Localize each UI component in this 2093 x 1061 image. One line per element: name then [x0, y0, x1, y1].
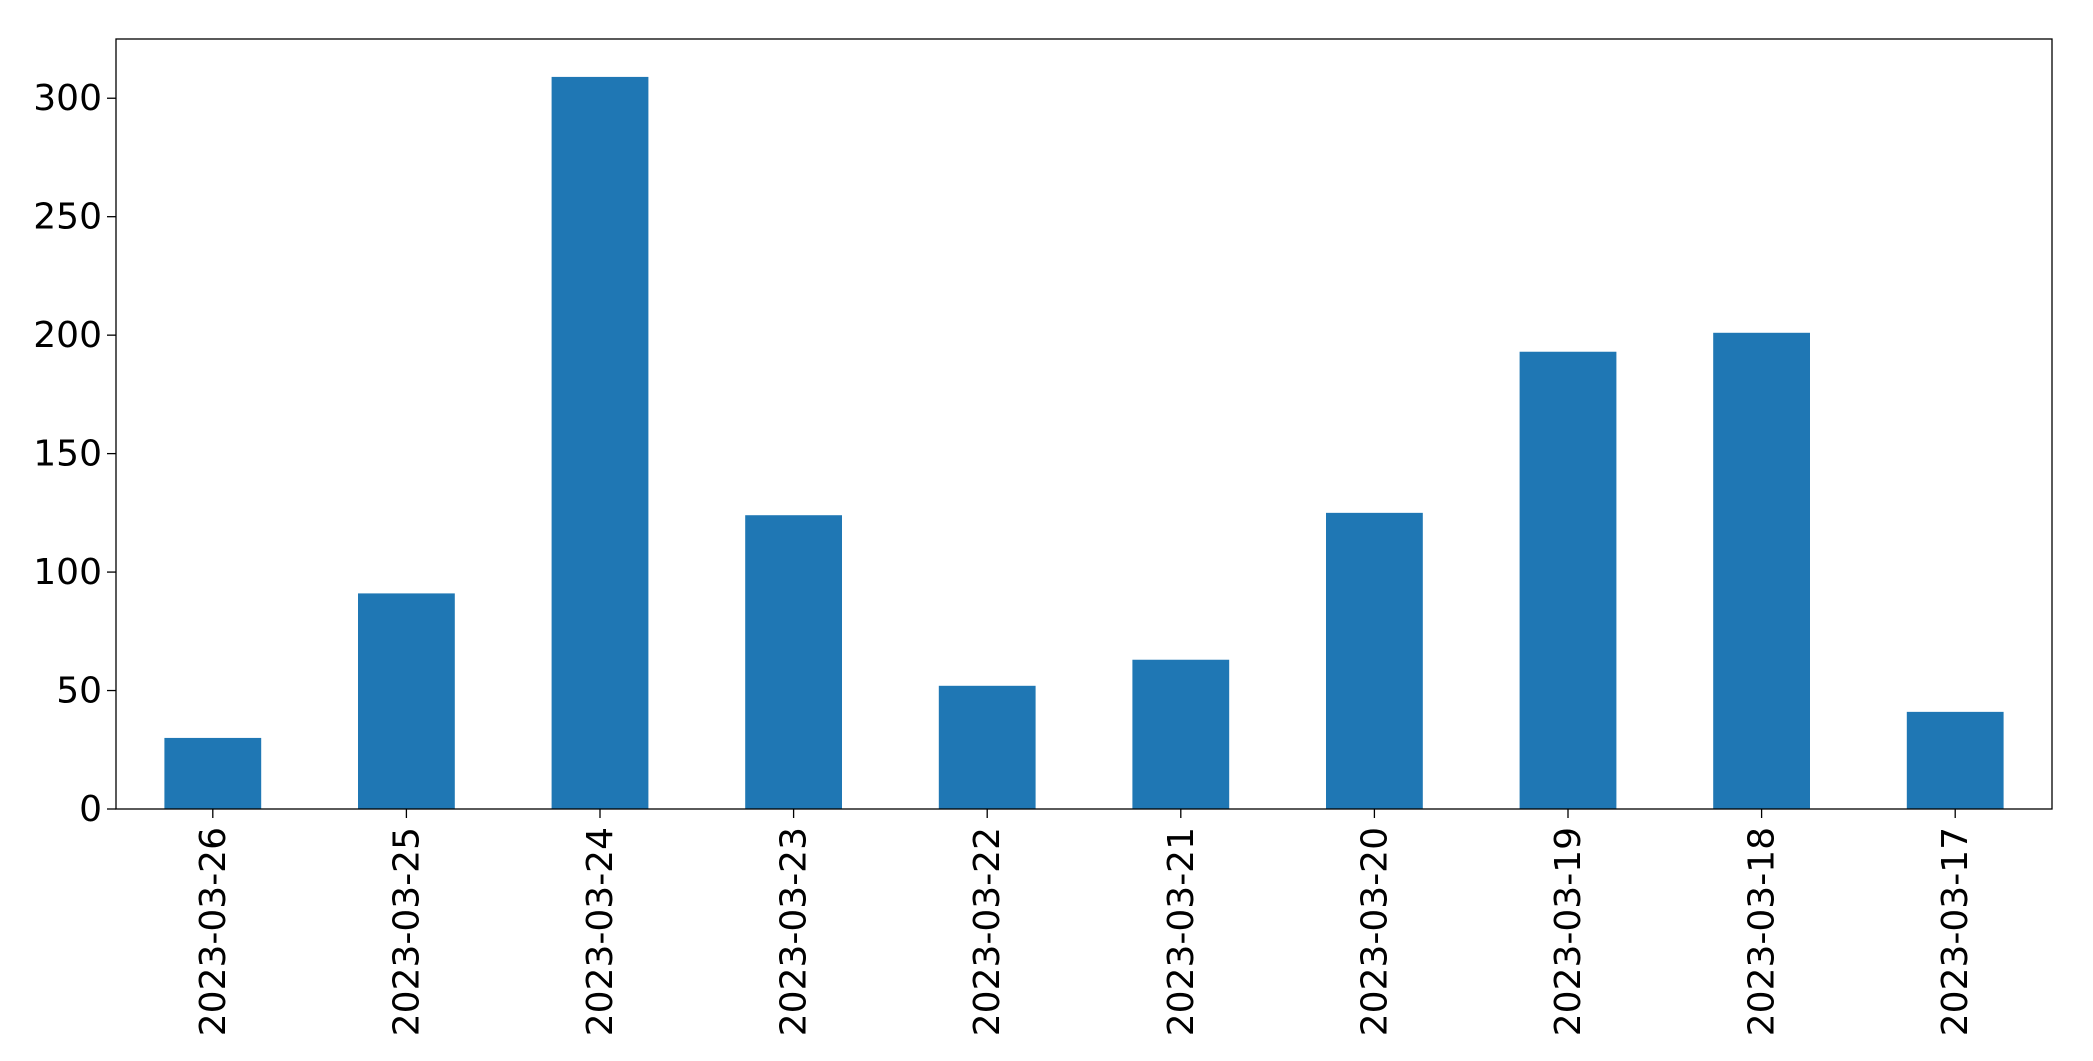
x-tick-label: 2023-03-17 — [1935, 827, 1976, 1036]
bar — [1713, 332, 1810, 809]
x-tick-label: 2023-03-19 — [1548, 827, 1589, 1036]
y-tick-label: 50 — [56, 671, 102, 712]
x-tick-label: 2023-03-21 — [1161, 827, 1202, 1036]
bar — [938, 685, 1036, 809]
x-tick-label: 2023-03-26 — [193, 827, 234, 1036]
x-tick-label: 2023-03-23 — [774, 827, 815, 1036]
y-tick-label: 200 — [33, 315, 102, 356]
bar — [1132, 659, 1230, 809]
bar — [1906, 711, 2004, 809]
bar — [1519, 351, 1617, 809]
bar — [164, 737, 262, 809]
axes-frame — [115, 38, 2053, 810]
bar — [1326, 512, 1423, 809]
x-tick-label: 2023-03-22 — [967, 827, 1008, 1036]
y-tick-label: 100 — [33, 552, 102, 593]
bar — [551, 76, 649, 809]
bar — [358, 593, 455, 809]
y-tick-label: 300 — [33, 78, 102, 119]
y-tick-label: 0 — [79, 789, 102, 830]
y-tick-label: 150 — [33, 434, 102, 475]
y-tick-label: 250 — [33, 197, 102, 238]
x-tick-label: 2023-03-18 — [1742, 827, 1783, 1036]
x-tick-label: 2023-03-25 — [386, 827, 427, 1036]
x-tick-label: 2023-03-24 — [580, 827, 621, 1036]
bar — [745, 515, 842, 809]
x-tick-label: 2023-03-20 — [1354, 827, 1395, 1036]
